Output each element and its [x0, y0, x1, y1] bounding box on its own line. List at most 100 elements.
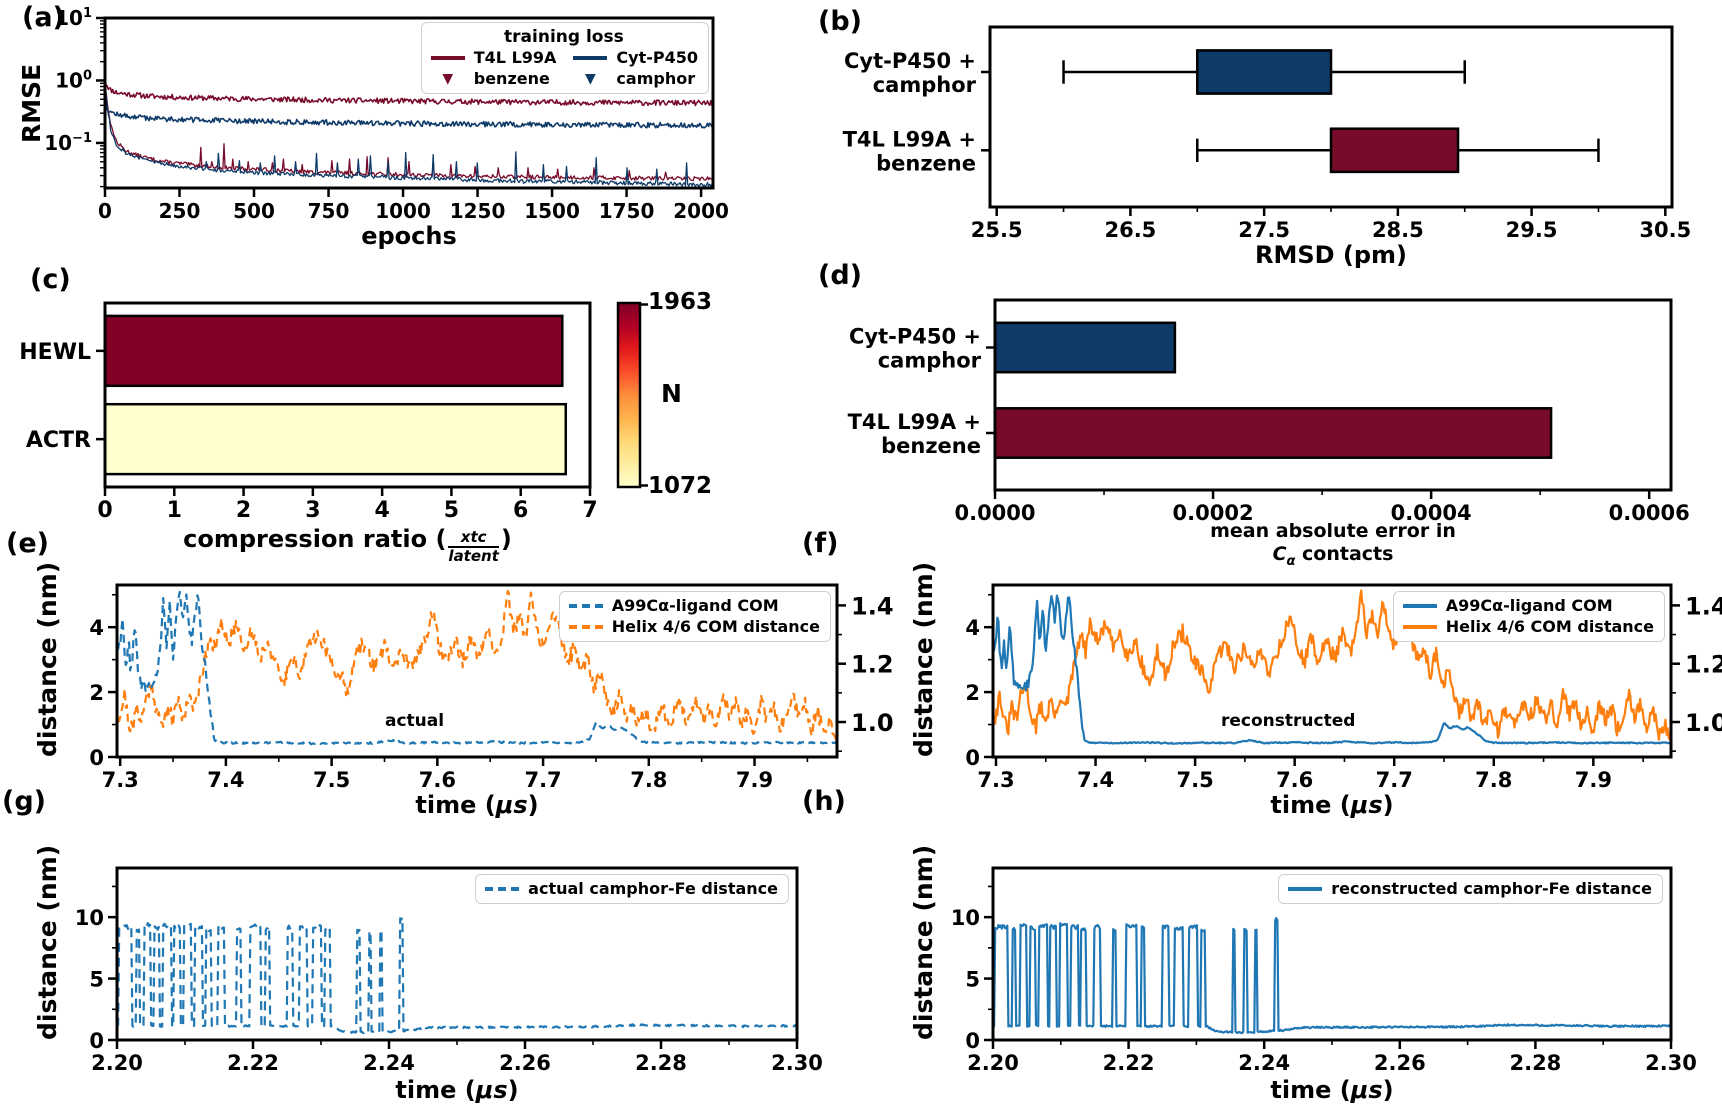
series-a99-ligand-com [116, 590, 838, 746]
panel-f-ylabel: distance (nm) [909, 561, 938, 757]
x-tick-label: 2.20 [91, 1051, 143, 1075]
x-tick-label: 2.28 [635, 1051, 687, 1075]
panel-f-annotation: reconstructed [1221, 711, 1356, 731]
legend-item: Cyt-P450 [572, 48, 698, 67]
line-swatch-icon [484, 884, 520, 894]
x-tick-label: 1500 [524, 199, 580, 223]
panel-d-xlabel-line1: mean absolute error in [1210, 520, 1456, 542]
panel-e-xlabel: time (μs) [117, 791, 837, 819]
x-tick-label: 1 [167, 498, 182, 523]
legend-item: Helix 4/6 COM distance [1402, 617, 1654, 636]
x-tick-label: 2 [236, 498, 251, 523]
row-label: Cyt-P450 + camphor [849, 325, 982, 373]
panel-a-ylabel: RMSE [17, 63, 46, 143]
row-label: T4L L99A + benzene [843, 127, 976, 175]
x-tick-label: 1250 [450, 199, 506, 223]
x-tick-label: 7.5 [313, 768, 350, 792]
line-swatch-icon [572, 53, 608, 63]
legend-item: ▼ benzene [430, 69, 557, 88]
panel-a-letter: (a) [22, 2, 65, 33]
compression-fraction: xtc latent [448, 529, 499, 564]
panel-g: distance (nm) 2.20 2.22 2.24 2.26 2.28 2.30 0 5… [33, 845, 823, 1104]
line-swatch-icon [1402, 622, 1438, 632]
x-tick-label: 1000 [375, 199, 431, 223]
time-label-post: ) [1382, 791, 1394, 819]
x-tick-label: 7.6 [419, 768, 456, 792]
panel-d-xlabel: mean absolute error in Cα contacts [995, 520, 1671, 569]
x-tick-label: 2.30 [1645, 1051, 1697, 1075]
y-right-tick-label: 1.2 [1685, 651, 1722, 679]
time-label-post: ) [507, 1076, 519, 1104]
series-helix-46-com [116, 589, 839, 741]
legend-item-label: A99Cα-ligand COM [1445, 596, 1613, 615]
legend-title: training loss [504, 27, 624, 47]
x-tick-label: 26.5 [1104, 218, 1156, 242]
panel-d-xlabel-subscript: α [1286, 553, 1296, 569]
x-tick-label: 0 [97, 498, 112, 523]
triangle-marker-icon: ▼ [442, 70, 454, 87]
x-tick-label: 2.26 [499, 1051, 551, 1075]
y-tick-label: 101 [55, 6, 92, 30]
time-label-unit: μs [475, 1076, 508, 1104]
y-tick-label: 4 [89, 616, 104, 640]
panel-c-xlabel-pre: compression ratio ( [183, 525, 447, 553]
panel-b: Cyt-P450 + camphor T4L L99A + benzene 25.5 26… [843, 25, 1691, 269]
time-label-unit: μs [1350, 791, 1383, 819]
x-tick-label: 2.24 [363, 1051, 415, 1075]
legend-item: actual camphor-Fe distance [484, 879, 778, 898]
series-camphor-fe [992, 917, 1672, 1035]
panel-d-xlabel-rest: contacts [1295, 542, 1394, 565]
panel-e: distance (nm) 7.3 7.4 7.5 7.6 7.7 7.8 7.9 0 2 4 1.… [33, 562, 894, 819]
panel-a-xlabel: epochs [361, 222, 457, 250]
y-tick-label: 2 [965, 681, 980, 705]
colorbar-label: N [661, 379, 682, 408]
row-label: T4L L99A + benzene [848, 410, 981, 458]
y-tick-label: 5 [965, 968, 980, 992]
series-camphor [104, 87, 714, 188]
time-label-post: ) [527, 791, 539, 819]
panel-c: HEWL ACTR 0 1 2 3 4 5 6 7 1963 1072 N compression… [19, 289, 712, 564]
legend-item-label: reconstructed camphor-Fe distance [1331, 879, 1652, 898]
legend-item: Helix 4/6 COM distance [568, 617, 820, 636]
series-Cyt-P450 [104, 104, 714, 129]
x-tick-label: 2.24 [1238, 1051, 1290, 1075]
time-label-post: ) [1382, 1076, 1394, 1104]
panel-a: RMSE 0 250 500 750 1000 1250 1500 1750 2000 101 10… [17, 6, 729, 250]
y-tick-label: 10−1 [44, 131, 92, 155]
x-tick-label: 2.28 [1509, 1051, 1561, 1075]
legend-item-label: benzene [473, 69, 550, 88]
y-right-tick-label: 1.4 [851, 592, 894, 620]
x-tick-label: 5 [444, 498, 459, 523]
y-tick-label: 10 [951, 906, 980, 930]
series-helix-46-com [991, 589, 1673, 744]
panel-d-xlabel-symbol: C [1272, 542, 1287, 565]
legend-item-label: Helix 4/6 COM distance [611, 617, 820, 636]
panel-a-legend: training loss T4L L99A Cyt-P450 ▼ benzene ▼ ca… [420, 22, 709, 94]
panel-h-xlabel: time (μs) [993, 1076, 1671, 1104]
series-T4L L99A [104, 82, 714, 107]
legend-item-label: camphor [616, 69, 696, 88]
panel-h-ylabel: distance (nm) [909, 844, 938, 1040]
panel-c-xlabel: compression ratio (xtc latent) [105, 525, 590, 564]
panel-f-plot: 7.3 7.4 7.5 7.6 7.7 7.8 7.9 0 2 4 1.0 1.2 1.4 [965, 583, 1722, 792]
x-tick-label: 500 [233, 199, 275, 223]
panel-c-plot: HEWL ACTR 0 1 2 3 4 5 6 7 [19, 301, 598, 523]
time-label-pre: time ( [415, 791, 496, 819]
x-tick-label: 7.7 [524, 768, 561, 792]
time-label-pre: time ( [395, 1076, 476, 1104]
panel-g-xlabel: time (μs) [117, 1076, 797, 1104]
y-right-tick-label: 1.0 [1685, 709, 1722, 737]
x-tick-label: 25.5 [971, 218, 1023, 242]
x-tick-label: 0.0004 [1391, 501, 1472, 525]
y-tick-label: 10 [75, 906, 104, 930]
legend-item: reconstructed camphor-Fe distance [1287, 879, 1652, 898]
panel-b-xlabel: RMSD (pm) [1254, 241, 1408, 269]
x-tick-label: 0.0000 [954, 501, 1035, 525]
line-swatch-icon [1287, 884, 1323, 894]
y-tick-label: 0 [89, 746, 104, 770]
x-tick-label: 250 [159, 199, 201, 223]
x-tick-label: 0.0002 [1173, 501, 1254, 525]
panel-f-letter: (f) [802, 528, 839, 559]
x-tick-label: 7.3 [977, 768, 1014, 792]
